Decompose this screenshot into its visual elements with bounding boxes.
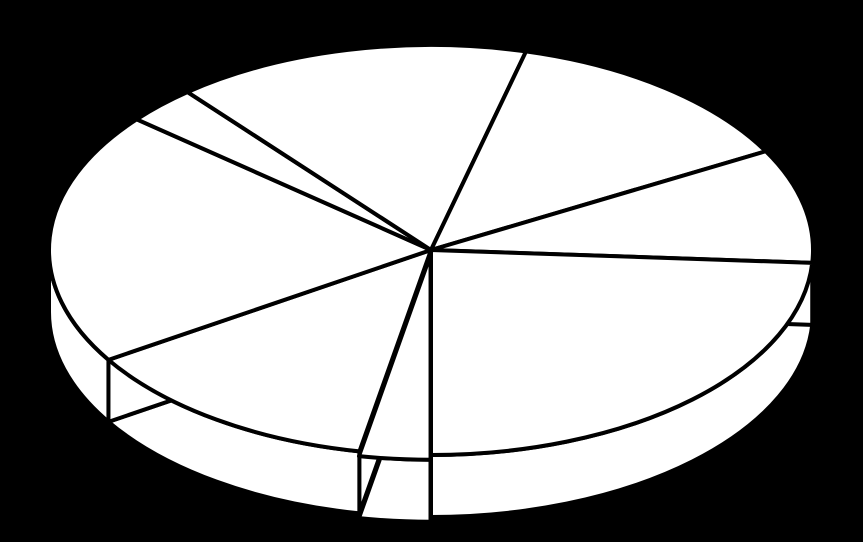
pie-chart-3d: [0, 0, 863, 542]
pie-tops: [49, 45, 813, 460]
pie-slice-top-7: [431, 250, 812, 455]
